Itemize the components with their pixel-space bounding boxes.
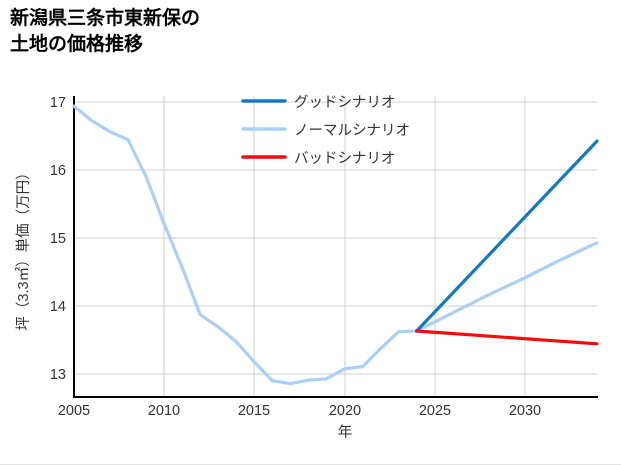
data-series-group [72, 104, 599, 386]
axis-lines [72, 96, 598, 399]
x-tick-label: 2025 [419, 403, 451, 419]
x-tick-label: 2010 [148, 403, 180, 419]
legend-label-normal: ノーマルシナリオ [294, 123, 410, 139]
x-gridlines [73, 96, 526, 396]
series-line-good [415, 139, 599, 333]
chart-legend: グッドシナリオ ノーマルシナリオ バッドシナリオ [241, 94, 410, 167]
x-axis-ticks: 2005 2010 2015 2020 2025 2030 [58, 403, 541, 419]
series-line-normal [72, 104, 599, 386]
series-line-bad [415, 329, 599, 346]
y-tick-label: 14 [50, 299, 66, 315]
x-axis-title: 年 [338, 424, 353, 441]
y-tick-label: 16 [50, 163, 66, 179]
legend-label-bad: バッドシナリオ [294, 151, 396, 167]
page-title: 新潟県三条市東新保の 土地の価格推移 [10, 8, 201, 55]
y-tick-label: 13 [50, 367, 66, 383]
y-axis-ticks: 13 14 15 16 17 [50, 95, 66, 383]
x-tick-label: 2020 [329, 403, 361, 419]
y-axis-title: 坪（3.3㎡）単価（万円） [15, 165, 32, 330]
y-gridlines [74, 101, 597, 375]
x-tick-label: 2005 [58, 403, 90, 419]
legend-label-good: グッドシナリオ [294, 94, 396, 111]
y-tick-label: 15 [50, 231, 66, 247]
y-tick-label: 17 [50, 95, 66, 111]
x-tick-label: 2030 [509, 403, 541, 419]
x-tick-label: 2015 [238, 403, 270, 419]
